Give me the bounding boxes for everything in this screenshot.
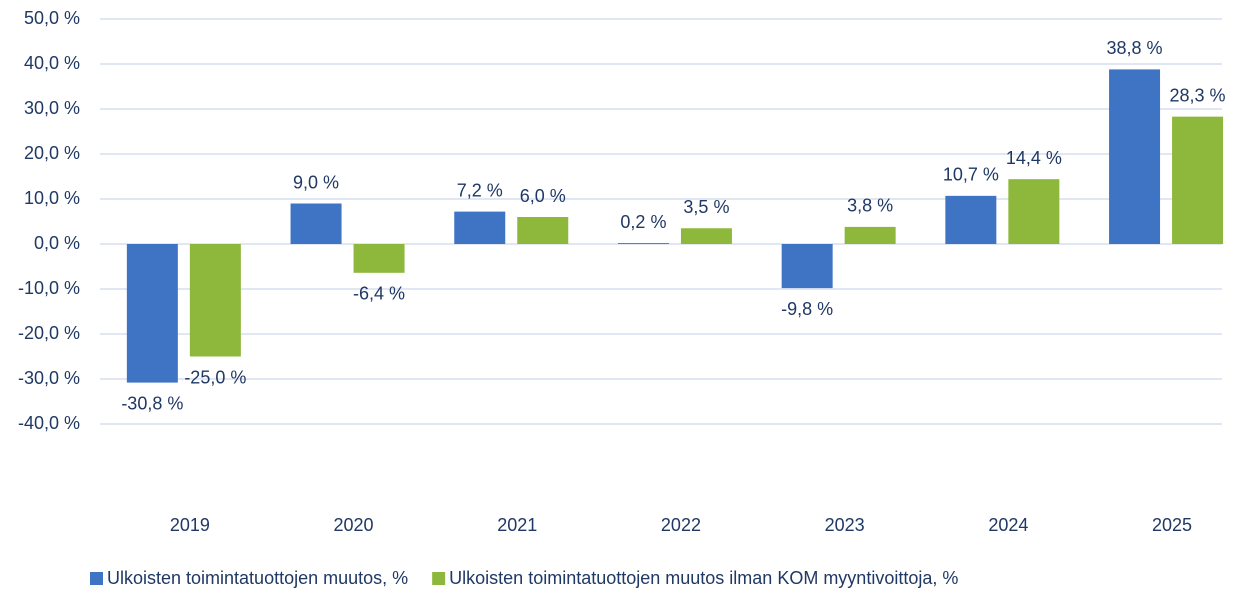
- data-label: 14,4 %: [1006, 148, 1062, 168]
- x-tick-label: 2020: [334, 515, 374, 535]
- bar: [189, 244, 241, 357]
- data-label: 38,8 %: [1107, 38, 1163, 58]
- data-label: -6,4 %: [353, 284, 405, 304]
- legend-swatch: [432, 572, 446, 585]
- y-tick-label: 10,0 %: [24, 188, 80, 208]
- data-label: 6,0 %: [520, 186, 566, 206]
- y-tick-label: -40,0 %: [18, 413, 80, 433]
- x-tick-label: 2023: [825, 515, 865, 535]
- bar: [290, 203, 342, 244]
- data-label: 28,3 %: [1170, 85, 1226, 105]
- y-tick-label: 20,0 %: [24, 143, 80, 163]
- legend-swatch: [90, 572, 103, 585]
- y-tick-label: 40,0 %: [24, 53, 80, 73]
- y-tick-label: -30,0 %: [18, 368, 80, 388]
- data-label: 9,0 %: [293, 172, 339, 192]
- bar: [1172, 116, 1224, 244]
- data-label: -9,8 %: [781, 299, 833, 319]
- data-label: -30,8 %: [121, 393, 183, 413]
- bar: [353, 244, 405, 273]
- bar: [844, 226, 896, 244]
- bar: [781, 244, 833, 289]
- data-label: 3,8 %: [847, 196, 893, 216]
- data-label: 10,7 %: [943, 165, 999, 185]
- data-label: -25,0 %: [184, 367, 246, 387]
- y-tick-label: 0,0 %: [34, 233, 80, 253]
- bar: [517, 217, 569, 244]
- legend-label: Ulkoisten toimintatuottojen muutos, %: [107, 568, 408, 588]
- y-tick-label: 50,0 %: [24, 8, 80, 28]
- y-tick-label: -10,0 %: [18, 278, 80, 298]
- data-label: 7,2 %: [457, 180, 503, 200]
- bar: [1109, 69, 1161, 245]
- bar: [1008, 179, 1060, 244]
- data-label: 0,2 %: [620, 212, 666, 232]
- bar: [454, 211, 506, 244]
- bar: [126, 244, 178, 383]
- data-label: 3,5 %: [683, 197, 729, 217]
- x-tick-label: 2021: [497, 515, 537, 535]
- x-tick-label: 2024: [988, 515, 1028, 535]
- x-tick-label: 2019: [170, 515, 210, 535]
- y-tick-label: 30,0 %: [24, 98, 80, 118]
- y-tick-label: -20,0 %: [18, 323, 80, 343]
- x-tick-label: 2022: [661, 515, 701, 535]
- x-tick-label: 2025: [1152, 515, 1192, 535]
- bar: [617, 243, 669, 244]
- bar: [680, 228, 732, 244]
- bar: [945, 195, 997, 244]
- legend-label: Ulkoisten toimintatuottojen muutos ilman…: [449, 568, 958, 588]
